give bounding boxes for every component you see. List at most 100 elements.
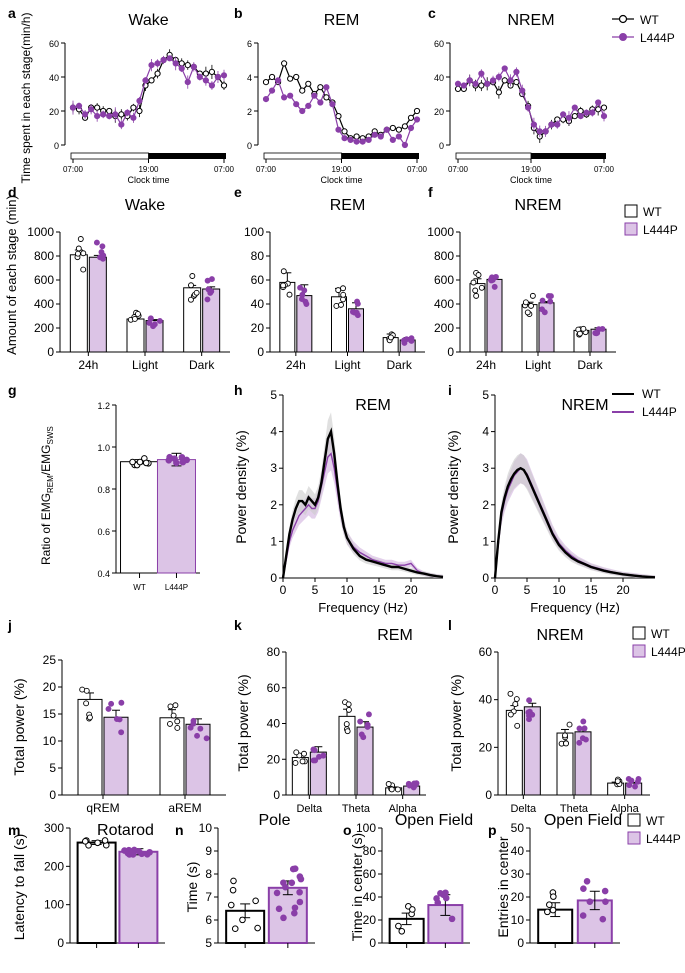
panel-f-dot: [522, 299, 529, 306]
panel-n-dot: [239, 916, 246, 924]
panel-f-dot: [524, 309, 531, 316]
panel-a-point: [142, 77, 149, 84]
panel-letter: k: [234, 617, 242, 633]
panel-i-x-tick-label: 20: [616, 583, 630, 597]
panel-a-point: [172, 60, 179, 67]
panel-c-point: [454, 80, 462, 87]
panel-b-y-tick-label: 4: [247, 73, 252, 83]
legend-h-wt-label: WT: [642, 387, 661, 401]
panel-j-dot: [83, 700, 90, 707]
panel-n-dot: [229, 886, 237, 894]
panel-c-y-tick-label: 40: [434, 73, 444, 83]
panel-a-x-label: Clock time: [127, 175, 169, 185]
panel-c-point: [530, 121, 538, 128]
panel-l-dot: [562, 732, 568, 739]
panel-n-y-label: Time (s): [184, 862, 200, 913]
panel-f-dot: [547, 298, 554, 305]
panel-e-y-tick-label: 80: [251, 249, 265, 263]
panel-a-point: [220, 82, 228, 89]
panel-i-x-tick-label: 15: [584, 583, 598, 597]
panel-c-point: [536, 128, 543, 135]
panel-d-dot: [99, 243, 106, 250]
panel-a-x-tick-label: 19:00: [138, 165, 159, 174]
panel-i-x-tick-label: 0: [492, 583, 499, 597]
panel-f-dot: [478, 284, 485, 291]
panel-b-point: [323, 94, 330, 101]
panel-c-point: [589, 109, 596, 116]
panel-i-x-tick-label: 10: [552, 583, 566, 597]
panel-b-point: [287, 75, 294, 82]
panel-d-dot: [98, 249, 105, 256]
panel-b-point: [305, 80, 312, 87]
panel-d-dot: [77, 236, 84, 242]
panel-p-y-tick-label: 20: [511, 890, 525, 904]
panel-i-y-tick-label: 5: [482, 388, 489, 402]
panel-j-dot: [174, 718, 181, 725]
legend-k-l444p-label: L444P: [651, 645, 685, 659]
panel-i-series-line: [493, 466, 656, 579]
panel-b-point: [389, 136, 396, 143]
panel-b-y-tick-label: 6: [247, 39, 252, 49]
panel-c-y-tick-label: 20: [434, 107, 444, 117]
panel-e-x-tick-label: Light: [334, 358, 361, 372]
panel-a-point: [130, 114, 137, 121]
panel-h-y-tick-label: 2: [270, 498, 277, 512]
panel-f-dot: [576, 330, 583, 337]
panel-k-x-tick-label: Theta: [342, 803, 371, 815]
panel-n-dot: [275, 905, 283, 913]
panel-b-point: [401, 123, 409, 130]
panel-m-title: Rotarod: [97, 822, 154, 839]
panel-k-y-label: Total power (%): [235, 674, 251, 771]
panel-l-dot: [525, 709, 532, 716]
panel-j-dot: [170, 712, 177, 719]
panel-l-dot: [581, 725, 588, 732]
panel-m-dot: [128, 849, 136, 856]
panel-a-y-tick-label: 0: [54, 141, 59, 151]
panel-h-series-line: [281, 427, 444, 579]
legend-a-l444p-label: L444P: [640, 31, 675, 45]
panel-k-dot: [394, 786, 401, 793]
panel-b-point: [287, 92, 294, 99]
panel-k-y-tick-label: 60: [267, 681, 281, 695]
panel-k-dot: [299, 758, 306, 765]
panel-e-dot: [387, 334, 394, 341]
panel-l-title: NREM: [536, 627, 583, 644]
panel-i-y-tick-label: 4: [482, 425, 489, 439]
panel-a-point: [166, 55, 173, 62]
panel-p-y-tick-label: 10: [511, 913, 525, 927]
panel-d-bar: [88, 256, 107, 353]
panel-k-dot: [358, 731, 365, 738]
panel-b-point: [262, 79, 270, 86]
panel-a-y-tick-label: 40: [49, 73, 59, 83]
panel-k-dot: [344, 728, 351, 735]
panel-e-dot: [302, 298, 309, 305]
panel-d-dot: [80, 250, 87, 257]
panel-g-dot: [165, 456, 173, 464]
panel-n-y-tick-label: 10: [199, 821, 213, 835]
panel-h-x-label: Frequency (Hz): [318, 600, 408, 615]
panel-a-point: [178, 65, 185, 72]
panel-k-dot: [301, 750, 307, 757]
panel-m-dot: [146, 848, 153, 856]
panel-a-point: [100, 111, 107, 118]
panel-n-y-tick-label: 5: [205, 936, 212, 950]
panel-b-point: [401, 141, 409, 149]
panel-m-dot: [101, 837, 109, 844]
panel-f-dot: [491, 283, 498, 290]
panel-k-dot: [388, 786, 395, 793]
panel-l-dot: [576, 739, 583, 746]
panel-letter: f: [428, 184, 433, 200]
panel-letter: l: [448, 617, 452, 633]
panel-f-dot: [580, 325, 587, 332]
panel-c-point: [501, 65, 508, 72]
panel-k-dot: [345, 706, 352, 713]
panel-o-dot: [409, 906, 416, 913]
panel-e-dot: [297, 284, 304, 291]
panel-letter: h: [234, 382, 243, 398]
panel-a-point: [94, 113, 101, 120]
panel-b-point: [335, 126, 342, 133]
panel-l-dot: [526, 697, 533, 704]
panel-a-point: [106, 107, 113, 115]
panel-o-y-label: Time in center (s): [349, 833, 365, 941]
panel-d-dot: [80, 266, 87, 273]
